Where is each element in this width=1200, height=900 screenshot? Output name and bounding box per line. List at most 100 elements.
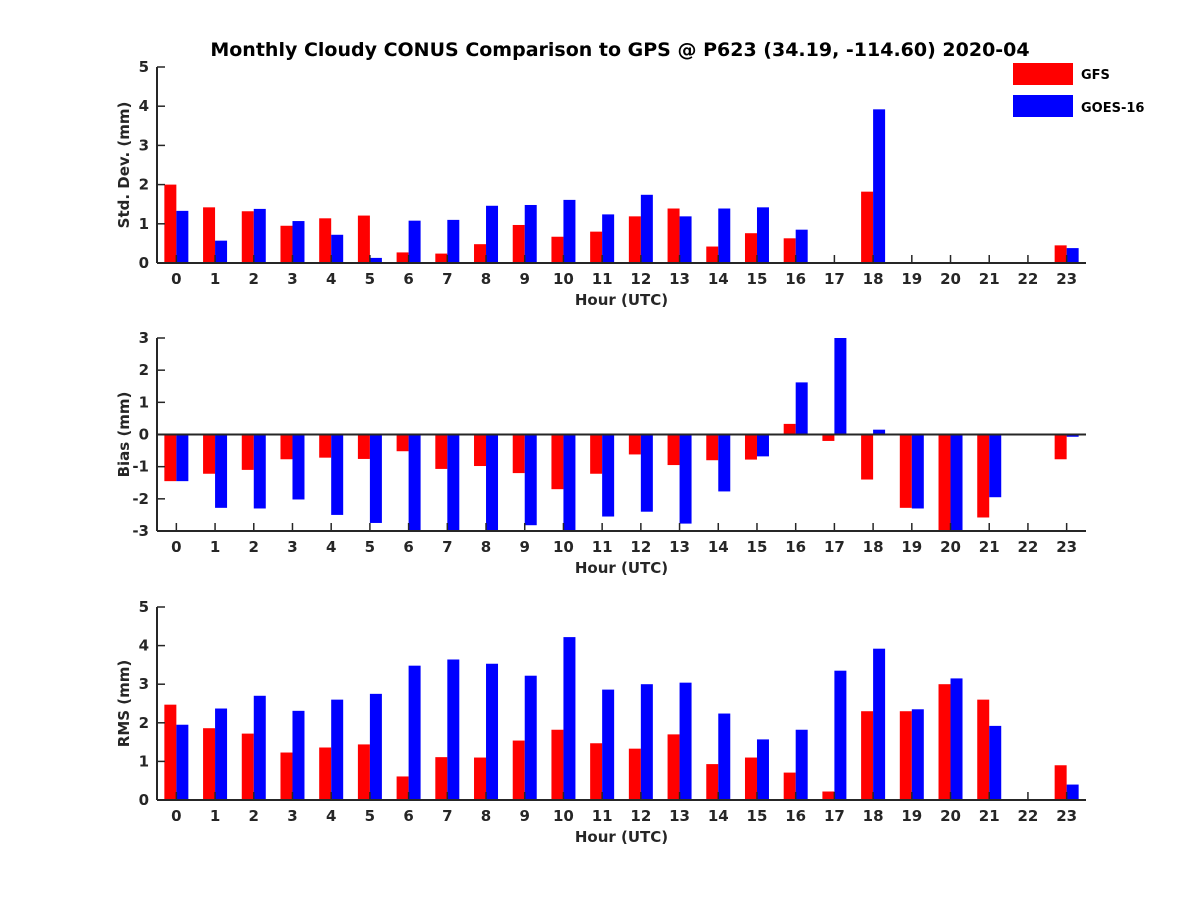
rms-bar-goes16-hour-9 xyxy=(524,675,537,800)
stddev-xtick-label-22: 22 xyxy=(1018,270,1039,288)
rms-ytick-label-2: 2 xyxy=(139,714,149,732)
legend-swatch-goes16 xyxy=(1013,95,1073,117)
rms-bar-goes16-hour-10 xyxy=(563,637,576,800)
bias-xlabel: Hour (UTC) xyxy=(575,559,668,577)
rms-xtick-label-20: 20 xyxy=(940,807,961,825)
stddev-xtick-label-16: 16 xyxy=(785,270,806,288)
bias-bar-gfs-hour-14 xyxy=(706,434,719,461)
stddev-xtick-label-14: 14 xyxy=(708,270,729,288)
stddev-xtick-label-17: 17 xyxy=(824,270,845,288)
rms-bar-goes16-hour-16 xyxy=(795,729,808,800)
rms-xtick-label-22: 22 xyxy=(1018,807,1039,825)
rms-bar-gfs-hour-2 xyxy=(241,733,254,800)
rms-ytick-label-3: 3 xyxy=(139,675,149,693)
bias-xtick-label-17: 17 xyxy=(824,538,845,556)
rms-bar-gfs-hour-11 xyxy=(590,743,603,800)
legend-label-gfs: GFS xyxy=(1081,68,1110,83)
rms-ytick-label-4: 4 xyxy=(139,637,149,655)
rms-xtick-label-4: 4 xyxy=(326,807,336,825)
rms-bar-goes16-hour-7 xyxy=(447,659,460,800)
stddev-bar-gfs-hour-3 xyxy=(280,225,293,263)
stddev-xtick-label-7: 7 xyxy=(442,270,452,288)
bias-xtick-label-23: 23 xyxy=(1056,538,1077,556)
bias-bar-goes16-hour-11 xyxy=(602,434,615,517)
stddev-xtick-label-0: 0 xyxy=(171,270,181,288)
stddev-bar-gfs-hour-4 xyxy=(319,218,332,263)
legend-label-goes16: GOES-16 xyxy=(1081,101,1144,116)
stddev-bar-goes16-hour-8 xyxy=(486,205,499,263)
bias-bar-goes16-hour-9 xyxy=(524,434,537,526)
bias-bar-goes16-hour-21 xyxy=(989,434,1002,498)
stddev-bar-gfs-hour-6 xyxy=(396,252,409,263)
bias-bar-goes16-hour-18 xyxy=(873,429,886,435)
rms-bar-goes16-hour-14 xyxy=(718,713,731,800)
bias-xtick-label-16: 16 xyxy=(785,538,806,556)
bias-bar-goes16-hour-1 xyxy=(215,434,228,508)
stddev-bar-gfs-hour-16 xyxy=(783,238,796,263)
stddev-xtick-label-10: 10 xyxy=(553,270,574,288)
rms-bar-gfs-hour-7 xyxy=(435,757,448,800)
stddev-bar-gfs-hour-5 xyxy=(357,215,370,263)
rms-bar-gfs-hour-10 xyxy=(551,729,564,800)
stddev-xtick-label-8: 8 xyxy=(481,270,491,288)
stddev-bar-goes16-hour-5 xyxy=(369,257,382,263)
stddev-bar-goes16-hour-15 xyxy=(756,207,769,263)
bias-bar-gfs-hour-3 xyxy=(280,434,293,460)
bias-xtick-label-4: 4 xyxy=(326,538,336,556)
rms-bar-gfs-hour-23 xyxy=(1054,765,1067,800)
stddev-bar-goes16-hour-18 xyxy=(873,109,886,263)
bias-bar-gfs-hour-15 xyxy=(744,434,757,460)
bias-bar-gfs-hour-16 xyxy=(783,423,796,435)
stddev-xtick-label-19: 19 xyxy=(901,270,922,288)
bias-bar-goes16-hour-7 xyxy=(447,434,460,531)
bias-xtick-label-7: 7 xyxy=(442,538,452,556)
stddev-ytick-label-1: 1 xyxy=(139,215,149,233)
rms-xtick-label-14: 14 xyxy=(708,807,729,825)
rms-xtick-label-17: 17 xyxy=(824,807,845,825)
bias-xtick-label-5: 5 xyxy=(365,538,375,556)
bias-ytick-label--3: -3 xyxy=(132,522,149,540)
rms-xtick-label-10: 10 xyxy=(553,807,574,825)
rms-bar-gfs-hour-8 xyxy=(474,757,487,800)
bias-xtick-label-19: 19 xyxy=(901,538,922,556)
stddev-bar-gfs-hour-7 xyxy=(435,253,448,263)
bias-ytick-label-2: 2 xyxy=(139,361,149,379)
rms-bar-gfs-hour-12 xyxy=(628,748,641,800)
rms-bar-gfs-hour-0 xyxy=(164,704,177,800)
stddev-bar-goes16-hour-16 xyxy=(795,229,808,263)
bias-xtick-label-0: 0 xyxy=(171,538,181,556)
bias-bar-gfs-hour-20 xyxy=(938,434,951,531)
rms-ytick-label-5: 5 xyxy=(139,598,149,616)
stddev-xtick-label-20: 20 xyxy=(940,270,961,288)
bias-xtick-label-21: 21 xyxy=(979,538,1000,556)
rms-bar-goes16-hour-1 xyxy=(215,708,228,800)
stddev-bar-goes16-hour-1 xyxy=(215,240,228,263)
stddev-xtick-label-21: 21 xyxy=(979,270,1000,288)
bias-bar-goes16-hour-16 xyxy=(795,382,808,435)
bias-bar-goes16-hour-19 xyxy=(911,434,924,509)
bias-bar-gfs-hour-13 xyxy=(667,434,680,466)
rms-xtick-label-6: 6 xyxy=(403,807,413,825)
stddev-bar-gfs-hour-18 xyxy=(861,191,874,263)
rms-bar-gfs-hour-18 xyxy=(861,711,874,800)
rms-xtick-label-19: 19 xyxy=(901,807,922,825)
rms-xtick-label-8: 8 xyxy=(481,807,491,825)
stddev-bar-goes16-hour-13 xyxy=(679,216,692,263)
legend-swatch-gfs xyxy=(1013,63,1073,85)
stddev-bar-gfs-hour-12 xyxy=(628,216,641,263)
bias-bar-goes16-hour-23 xyxy=(1066,434,1079,437)
rms-bar-gfs-hour-3 xyxy=(280,752,293,800)
legend: GFS GOES-16 xyxy=(1013,63,1144,117)
chart-title: Monthly Cloudy CONUS Comparison to GPS @… xyxy=(210,39,1029,61)
stddev-bar-goes16-hour-4 xyxy=(331,234,344,263)
rms-xtick-label-21: 21 xyxy=(979,807,1000,825)
rms-bar-gfs-hour-5 xyxy=(357,744,370,800)
stddev-bar-goes16-hour-7 xyxy=(447,219,460,263)
rms-bar-goes16-hour-3 xyxy=(292,710,305,800)
stddev-bar-goes16-hour-0 xyxy=(176,210,189,263)
bias-bar-gfs-hour-8 xyxy=(474,434,487,467)
rms-bar-goes16-hour-8 xyxy=(486,663,499,800)
bias-ytick-label--2: -2 xyxy=(132,490,149,508)
bias-xtick-label-1: 1 xyxy=(210,538,220,556)
